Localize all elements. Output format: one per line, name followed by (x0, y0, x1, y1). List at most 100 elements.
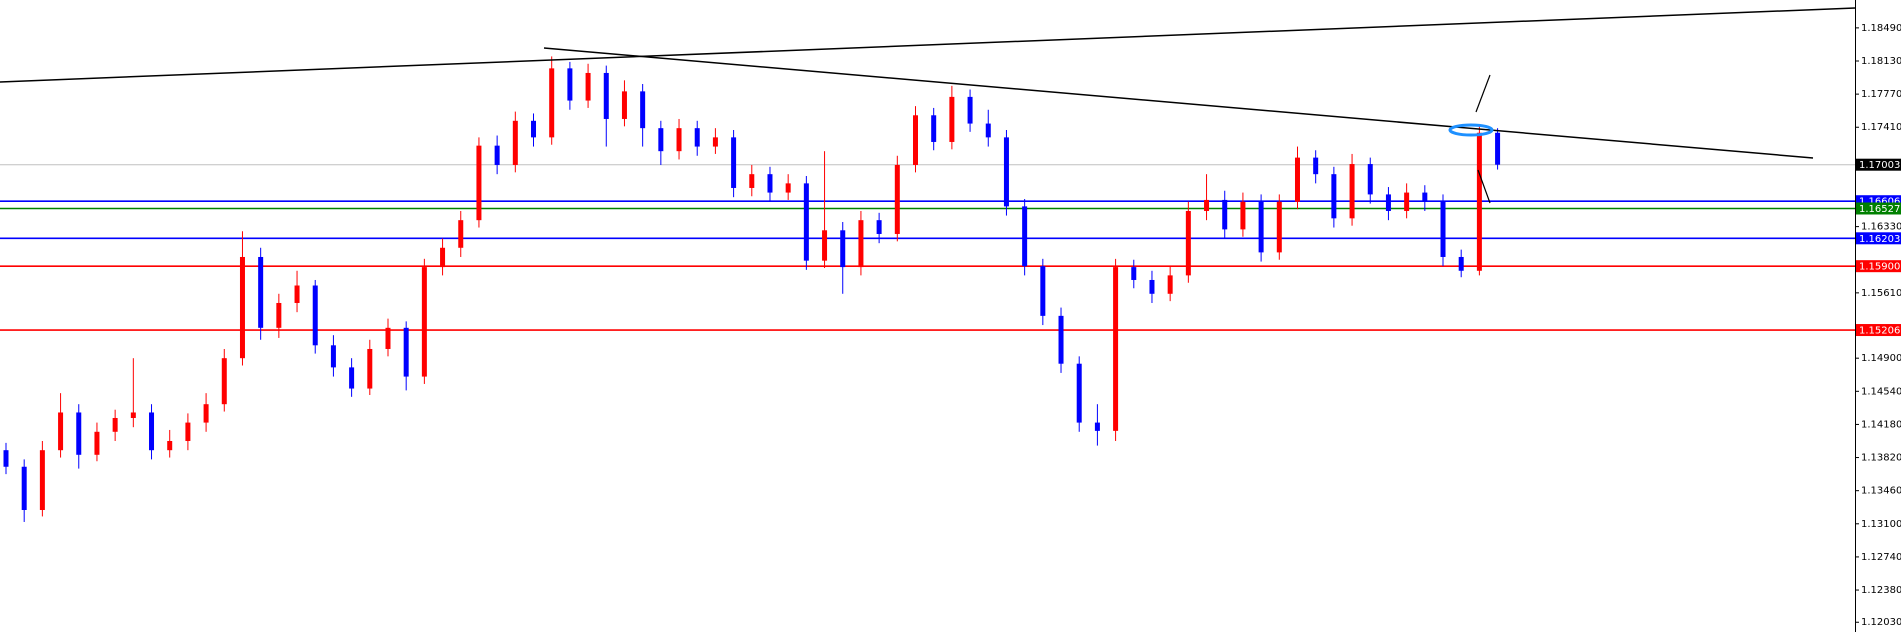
price-tag (1856, 260, 1901, 273)
y-tick-label: 1.18490 (1861, 23, 1901, 34)
candle-body (385, 327, 391, 349)
candle-body (949, 96, 955, 142)
candle-body (731, 137, 737, 188)
candle-body (640, 91, 646, 129)
candle-body (149, 412, 155, 451)
candle-body (858, 220, 864, 268)
candle-body (1094, 422, 1100, 431)
candle-body (785, 183, 791, 193)
candle-body (694, 128, 700, 147)
candle-body (276, 302, 282, 328)
candle-body (894, 164, 900, 234)
price-tag-label: 1.15900 (1859, 262, 1900, 273)
price-tag (1856, 232, 1901, 245)
candle-body (913, 115, 918, 165)
candle-body (39, 450, 45, 510)
price-tag-label: 1.16527 (1859, 204, 1900, 215)
candle-body (567, 68, 573, 101)
price-tag (1856, 324, 1901, 337)
y-tick-label: 1.14180 (1861, 419, 1901, 430)
candle-body (403, 327, 409, 377)
y-tick-label: 1.14900 (1861, 353, 1901, 364)
candle-body (1367, 164, 1373, 195)
y-tick-label: 1.17410 (1861, 122, 1901, 133)
candle-body (1313, 157, 1319, 175)
candle-body (185, 422, 191, 441)
candle-body (676, 128, 682, 152)
candle-body (1222, 199, 1228, 230)
y-tick-label: 1.12030 (1861, 617, 1901, 628)
candle-body (349, 367, 355, 389)
candle-body (1476, 132, 1482, 271)
price-tag (1856, 158, 1901, 171)
candle-body (749, 174, 755, 188)
axis-labels: 1.18490 1.18130 1.17770 1.17410 1.16330 1.156… (1855, 23, 1901, 628)
candle-body (603, 72, 609, 119)
candle-body (1385, 194, 1391, 211)
candle-body (1422, 192, 1428, 202)
candle-body (203, 404, 209, 423)
candle-body (21, 466, 27, 510)
candle-body (1294, 157, 1300, 202)
candle-body (1458, 256, 1464, 271)
candle-body (985, 123, 991, 138)
candle-body (76, 412, 82, 455)
y-tick-label: 1.13100 (1861, 519, 1901, 530)
y-tick-label: 1.17770 (1861, 89, 1901, 100)
price-tag-label: 1.17003 (1859, 160, 1900, 171)
candle-body (712, 137, 718, 147)
candle-body (3, 450, 9, 467)
trend-line (0, 7, 1856, 83)
y-tick-label: 1.16330 (1861, 222, 1901, 233)
candle-body (1440, 201, 1446, 257)
y-tick-label: 1.12380 (1861, 585, 1901, 596)
arrow-line (1477, 169, 1491, 204)
candle-body (1258, 201, 1264, 253)
price-tag-label: 1.16203 (1859, 234, 1900, 245)
price-axis (1855, 0, 1901, 632)
candle-body (840, 230, 846, 268)
candle-body (367, 348, 373, 389)
y-tick-label: 1.15610 (1861, 288, 1901, 299)
highlight-ellipse (1448, 123, 1494, 137)
candle-body (549, 68, 555, 138)
candle-body (767, 174, 773, 193)
candle-body (512, 120, 518, 165)
candle-body (621, 91, 627, 119)
candle-body (1204, 199, 1210, 211)
candle-body (258, 256, 264, 328)
candle-body (440, 247, 446, 268)
candle-body (1185, 210, 1191, 276)
candle-body (803, 183, 809, 261)
candle-body (531, 120, 537, 138)
candle-body (221, 358, 227, 405)
candle-body (1058, 315, 1064, 364)
candle-body (1240, 201, 1246, 230)
trend-line (543, 47, 1814, 159)
arrow-line (1475, 74, 1491, 113)
candle-body (1349, 164, 1355, 219)
candle-body (1113, 267, 1119, 431)
candle-body (967, 96, 973, 124)
candle-body (1495, 132, 1501, 165)
candle-body (476, 145, 482, 221)
price-tag (1856, 202, 1901, 215)
candle-body (1022, 206, 1028, 267)
y-tick-label: 1.18130 (1861, 56, 1901, 67)
candle-body (239, 256, 245, 359)
candle-body (494, 145, 500, 165)
candle-body (876, 220, 882, 234)
y-tick-label: 1.13820 (1861, 453, 1901, 464)
candle-body (822, 230, 828, 261)
candle-body (294, 285, 300, 303)
candle-body (112, 417, 118, 432)
candle-body (1167, 275, 1173, 294)
candle-body (458, 220, 464, 248)
price-tag-label: 1.16606 (1859, 197, 1900, 208)
y-tick-label: 1.14540 (1861, 386, 1901, 397)
candle-body (330, 345, 336, 368)
candle-body (1149, 279, 1155, 294)
candle-body (658, 128, 664, 152)
